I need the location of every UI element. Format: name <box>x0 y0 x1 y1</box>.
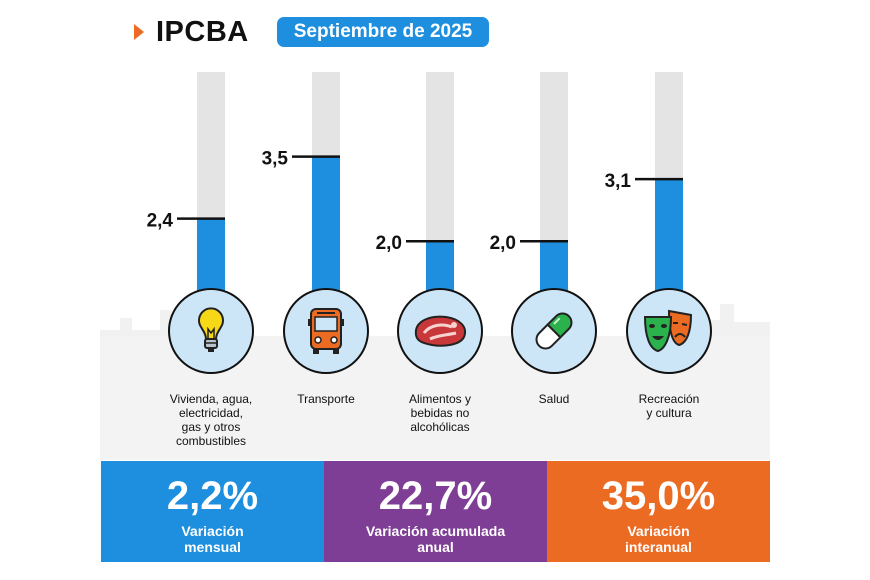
bar-1 <box>197 218 225 292</box>
bar-value-label-5: 3,1 <box>605 171 632 192</box>
stat-monthly: 2,2% Variación mensual <box>101 461 324 562</box>
stat-yearly: 35,0% Variación interanual <box>547 461 770 562</box>
stat-monthly-value: 2,2% <box>166 474 259 518</box>
category-label-3: Alimentos y bebidas no alcohólicas <box>408 392 472 434</box>
lightbulb-icon <box>198 307 224 352</box>
bar-3 <box>426 241 454 292</box>
theater-masks-icon <box>643 309 693 353</box>
pill-icon <box>535 312 573 350</box>
bar-value-label-4: 2,0 <box>490 233 516 254</box>
stat-monthly-label: Variación mensual <box>181 523 244 555</box>
bar-value-label-3: 2,0 <box>376 233 402 254</box>
category-label-5: Recreación y cultura <box>638 392 700 420</box>
brand-arrow-icon <box>134 24 144 40</box>
stat-accumulated: 22,7% Variación acumulada anual <box>324 461 547 562</box>
steak-icon <box>414 315 466 347</box>
bus-icon <box>308 308 344 354</box>
bar-2 <box>312 156 340 292</box>
bar-value-label-1: 2,4 <box>147 211 174 232</box>
stat-accumulated-label: Variación acumulada anual <box>365 523 506 555</box>
brand-name: IPCBA <box>156 16 249 48</box>
category-label-2: Transporte <box>297 392 355 406</box>
category-label-4: Salud <box>538 392 570 406</box>
period-badge: Septiembre de 2025 <box>277 17 489 47</box>
stat-yearly-value: 35,0% <box>601 474 716 518</box>
bar-5 <box>655 179 683 292</box>
category-label-1: Vivienda, agua, electricidad, gas y otro… <box>169 392 253 448</box>
bar-value-label-2: 3,5 <box>262 149 289 170</box>
stat-yearly-label: Variación interanual <box>625 523 692 555</box>
bar-4 <box>540 241 568 292</box>
stat-accumulated-value: 22,7% <box>378 474 493 518</box>
